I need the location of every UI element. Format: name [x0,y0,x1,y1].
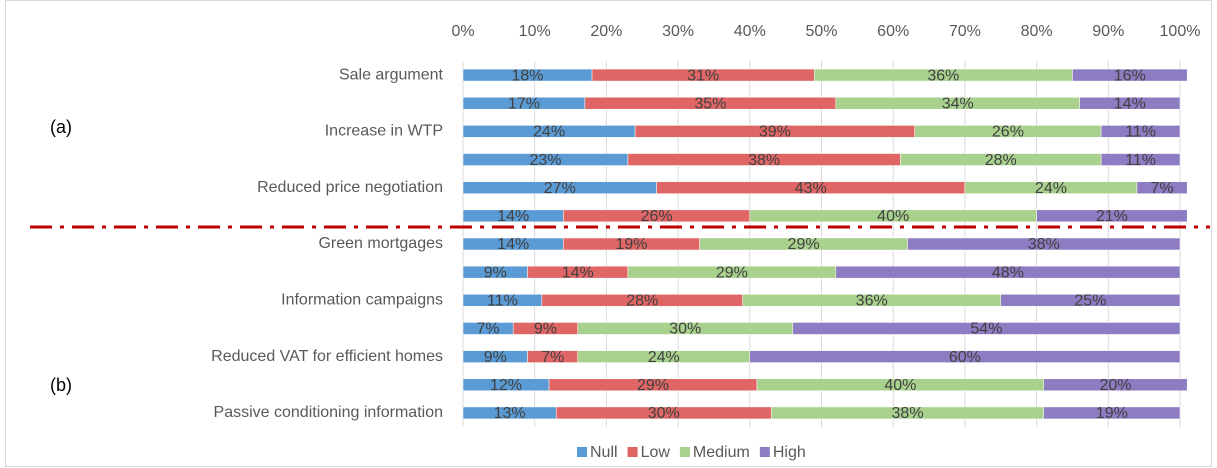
x-tick-label: 80% [1021,23,1053,40]
data-label: 28% [626,293,658,310]
data-label: 7% [477,321,500,338]
data-label: 24% [648,349,680,366]
data-label: 35% [694,95,726,112]
data-label: 30% [669,321,701,338]
y-tick-label: Green mortgages [318,235,443,252]
data-label: 11% [1125,152,1156,169]
data-label: 29% [788,236,820,253]
bar-segment [1079,96,1181,110]
data-label: 43% [795,180,827,197]
x-tick-label: 20% [590,23,622,40]
bar-segment [1100,125,1181,138]
x-tick-label: 60% [877,23,909,40]
data-label: 26% [992,124,1024,141]
legend-label: Null [590,444,618,461]
data-label: 14% [1114,95,1146,112]
data-label: 27% [544,180,576,197]
data-label: 23% [529,152,561,169]
y-tick-label: Reduced VAT for efficient homes [211,348,443,365]
data-label: 36% [927,67,959,84]
legend-swatch [679,447,690,457]
grid: 0% 10% 20% 30% 40% 50% 60% 70% 80% 90% 100% [451,23,1200,427]
bar-segment [835,265,1181,279]
data-label: 38% [892,405,924,422]
data-label: 36% [856,293,888,310]
legend-swatch [577,447,587,457]
bar-segment [1100,153,1181,166]
bars: Sale argument 18% 31% 36% 16% 17% 35% 34% 14% Inc… [211,66,1188,422]
data-label: 29% [716,264,748,281]
data-label: 12% [490,377,522,394]
data-label: 9% [534,321,557,338]
data-label: 16% [1114,67,1146,84]
data-label: 29% [637,377,669,394]
legend-swatch [627,447,638,457]
data-label: 48% [992,264,1024,281]
bar-segment [749,350,1181,363]
data-label: 14% [562,264,594,281]
data-label: 13% [494,405,526,422]
legend-label: Medium [693,444,750,461]
bar-segment [1043,406,1181,420]
x-tick-label: 10% [519,23,551,40]
bar-segment [1043,378,1188,392]
bar-segment [907,237,1181,251]
y-tick-label: Reduced price negotiation [257,179,443,196]
data-label: 19% [1096,405,1128,422]
bar-segment [792,322,1181,335]
bar-segment [1072,68,1188,82]
data-label: 20% [1099,377,1131,394]
group-label: (a) [50,117,72,137]
data-label: 24% [1035,180,1067,197]
data-label: 11% [487,293,518,310]
x-tick-label: 30% [662,23,694,40]
x-tick-label: 90% [1092,23,1124,40]
data-label: 7% [1151,180,1174,197]
data-label: 21% [1096,208,1128,225]
data-label: 7% [541,349,564,366]
y-tick-label: Sale argument [339,66,444,83]
x-tick-label: 0% [451,23,474,40]
data-label: 17% [508,95,540,112]
data-label: 18% [512,67,544,84]
data-label: 25% [1074,293,1106,310]
data-label: 9% [484,264,507,281]
legend-swatch [759,447,770,457]
legend-label: Low [641,444,671,461]
y-tick-label: Increase in WTP [325,123,443,140]
bar-segment [1136,181,1188,194]
data-label: 28% [985,152,1017,169]
data-label: 14% [497,208,529,225]
data-label: 40% [877,208,909,225]
legend: Null Low Medium High [577,444,806,461]
data-label: 19% [615,236,647,253]
data-label: 34% [942,95,974,112]
y-tick-label: Passive conditioning information [214,404,443,421]
data-label: 40% [884,377,916,394]
x-tick-label: 70% [949,23,981,40]
data-label: 9% [484,349,507,366]
x-tick-label: 50% [805,23,837,40]
bar-segment [1000,294,1181,307]
data-label: 38% [1028,236,1060,253]
data-label: 14% [497,236,529,253]
group-label: (b) [50,375,72,395]
x-tick-label: 40% [734,23,766,40]
data-label: 24% [533,124,565,141]
chart-border [5,0,1212,467]
data-label: 39% [759,124,791,141]
data-label: 11% [1125,124,1156,141]
legend-label: High [773,444,806,461]
data-label: 26% [641,208,673,225]
data-label: 38% [748,152,780,169]
x-tick-label: 100% [1160,23,1201,40]
data-label: 31% [687,67,719,84]
data-label: 54% [970,321,1002,338]
data-label: 60% [949,349,981,366]
data-label: 30% [648,405,680,422]
bar-segment [1036,209,1188,223]
y-tick-label: Information campaigns [281,292,443,309]
